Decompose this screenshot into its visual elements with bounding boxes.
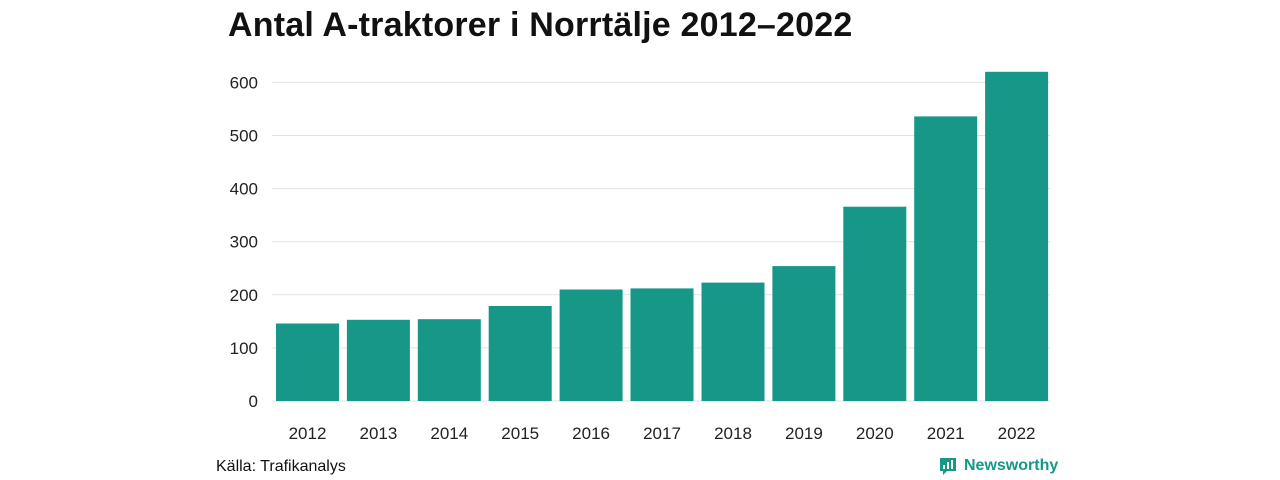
x-tick-label: 2020 [856, 424, 894, 443]
newsworthy-logo-icon [940, 458, 956, 475]
y-axis-ticks: 0 100 200 300 400 500 600 [230, 73, 258, 411]
bar-2016 [559, 289, 623, 401]
bar-2022 [985, 71, 1049, 402]
bar-2012 [276, 323, 339, 401]
bar-2015 [488, 306, 552, 401]
y-tick-label: 0 [249, 392, 258, 411]
bar-2013 [346, 319, 410, 401]
x-tick-label: 2016 [572, 424, 610, 443]
brand-logo: Newsworthy [938, 456, 1058, 476]
x-axis-ticks: 2012 2013 2014 2015 2016 2017 2018 2019 2020 2021… [289, 424, 1036, 443]
bar-2017 [630, 288, 694, 401]
chart-title: Antal A-traktorer i Norrtälje 2012–2022 [228, 6, 853, 44]
x-tick-label: 2012 [289, 424, 327, 443]
y-tick-label: 400 [230, 180, 258, 199]
source-note: Källa: Trafikanalys [216, 458, 346, 475]
brand-name: Newsworthy [964, 457, 1059, 474]
x-tick-label: 2017 [643, 424, 681, 443]
x-tick-label: 2018 [714, 424, 752, 443]
y-tick-label: 300 [230, 233, 258, 252]
bar-2021 [914, 116, 978, 402]
bar-2019 [772, 266, 836, 401]
x-tick-label: 2013 [359, 424, 397, 443]
y-tick-label: 200 [230, 286, 258, 305]
x-tick-label: 2014 [430, 424, 468, 443]
y-tick-label: 500 [230, 127, 258, 146]
x-tick-label: 2019 [785, 424, 823, 443]
y-tick-label: 600 [230, 73, 258, 92]
bar-2014 [417, 319, 481, 401]
bars [276, 71, 1049, 402]
bar-2018 [701, 282, 765, 401]
bar-2020 [843, 206, 907, 401]
x-tick-label: 2021 [927, 424, 965, 443]
y-tick-label: 100 [230, 339, 258, 358]
x-tick-label: 2015 [501, 424, 539, 443]
x-tick-label: 2022 [998, 424, 1036, 443]
